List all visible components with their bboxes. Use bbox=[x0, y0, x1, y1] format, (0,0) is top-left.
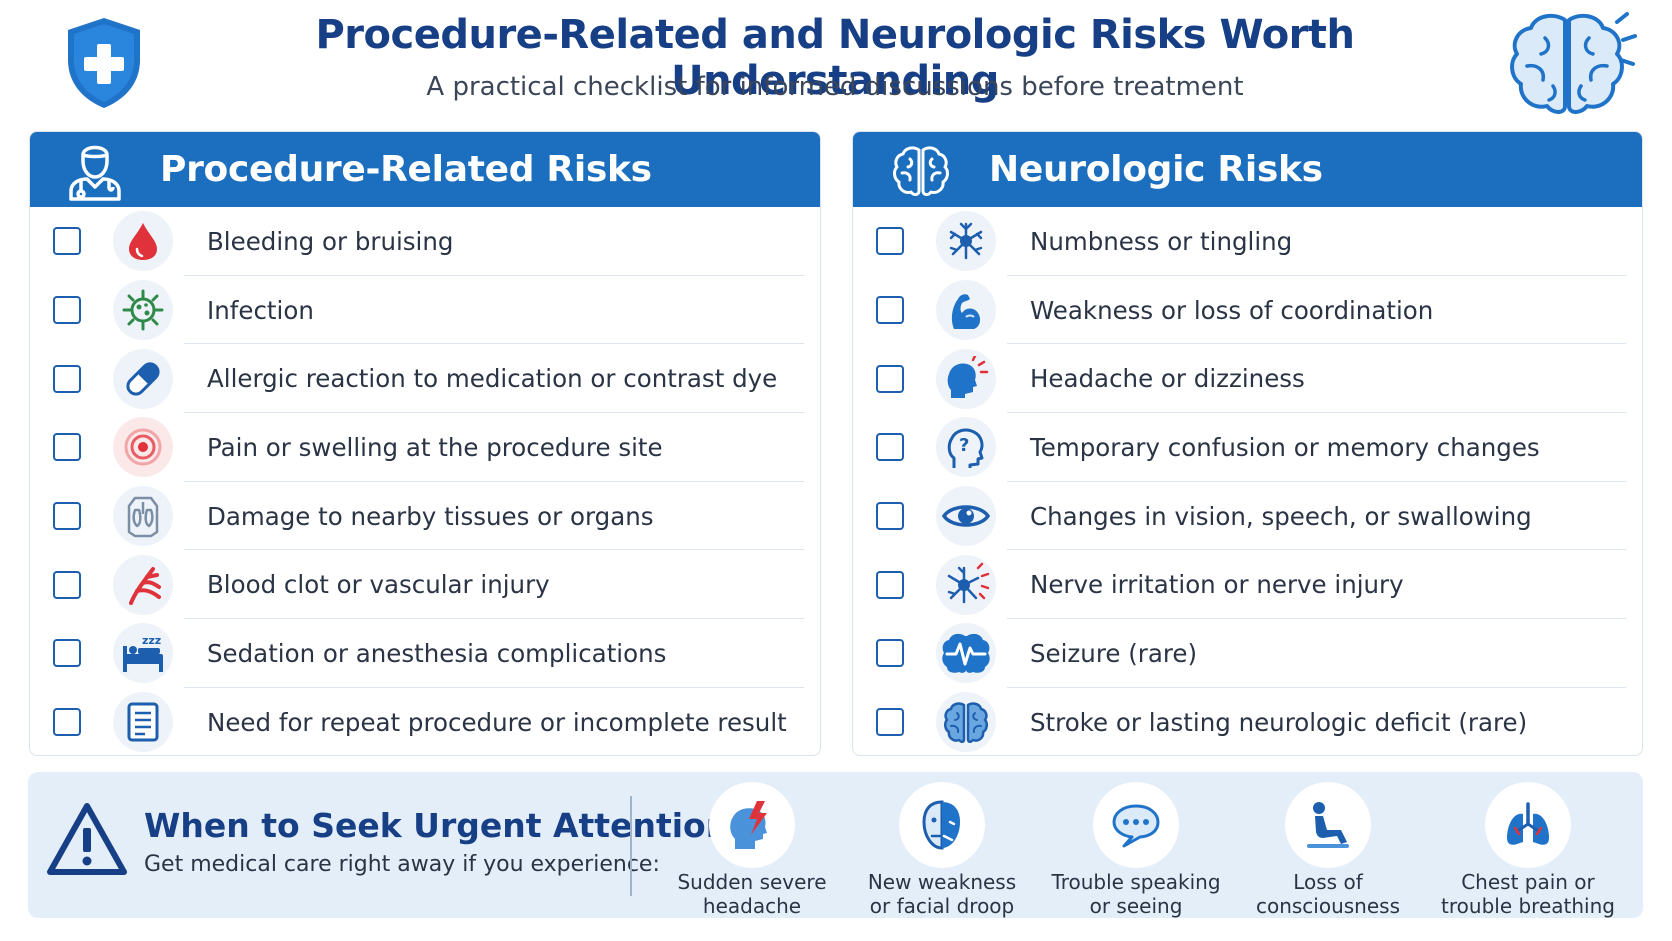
checklist-item: Headache or dizziness bbox=[867, 344, 1626, 413]
checkbox[interactable] bbox=[53, 364, 81, 393]
target-icon bbox=[113, 417, 173, 478]
symptom-label: Sudden severe headache bbox=[677, 870, 827, 918]
symptom-label: Trouble speaking or seeing bbox=[1051, 870, 1221, 918]
lungs-icon bbox=[1485, 782, 1571, 868]
checklist-item: Numbness or tingling bbox=[867, 207, 1626, 276]
warning-icon bbox=[47, 803, 127, 875]
checklist-item: Seizure (rare) bbox=[867, 619, 1626, 688]
brain-wave-icon bbox=[936, 623, 996, 684]
checkbox[interactable] bbox=[53, 296, 81, 325]
symptom-item: Chest pain or trouble breathing bbox=[1428, 782, 1628, 918]
checkbox[interactable] bbox=[53, 639, 81, 668]
checklist-item: zzz Sedation or anesthesia complications bbox=[44, 619, 804, 688]
speech-bubble-icon bbox=[1093, 782, 1179, 868]
symptom-item: Sudden severe headache bbox=[652, 782, 852, 918]
item-label: Seizure (rare) bbox=[1030, 638, 1198, 668]
neuron-icon bbox=[936, 211, 996, 272]
symptom-item: Loss of consciousness bbox=[1228, 782, 1428, 918]
checkbox[interactable] bbox=[53, 433, 81, 462]
fainting-person-icon bbox=[1285, 782, 1371, 868]
item-label: Nerve irritation or nerve injury bbox=[1030, 570, 1404, 600]
item-label: Infection bbox=[207, 295, 314, 325]
checklist-item: Changes in vision, speech, or swallowing bbox=[867, 482, 1626, 551]
symptom-label: Loss of consciousness bbox=[1255, 870, 1401, 918]
arm-muscle-icon bbox=[936, 280, 996, 341]
item-label: Damage to nearby tissues or organs bbox=[207, 501, 654, 531]
neurologic-risks-panel: Neurologic Risks Numbness or tingling We… bbox=[852, 131, 1643, 756]
neurologic-risks-title: Neurologic Risks bbox=[989, 149, 1323, 190]
checklist-item: ? Temporary confusion or memory changes bbox=[867, 413, 1626, 482]
brain-icon bbox=[853, 132, 989, 207]
checklist-item: Need for repeat procedure or incomplete … bbox=[44, 688, 804, 755]
checkbox[interactable] bbox=[53, 708, 81, 737]
eye-icon bbox=[936, 486, 996, 547]
urgent-attention-bar: When to Seek Urgent Attention Get medica… bbox=[28, 772, 1643, 918]
divider bbox=[630, 796, 632, 896]
head-lightning-icon bbox=[709, 782, 795, 868]
checkbox[interactable] bbox=[53, 227, 81, 256]
document-icon bbox=[113, 692, 173, 753]
symptom-label: New weakness or facial droop bbox=[867, 870, 1017, 918]
checklist-item: Infection bbox=[44, 276, 804, 345]
svg-text:?: ? bbox=[959, 435, 969, 456]
checkbox[interactable] bbox=[53, 502, 81, 531]
checkbox[interactable] bbox=[876, 364, 904, 393]
shield-plus-icon bbox=[68, 18, 140, 108]
header: Procedure-Related and Neurologic Risks W… bbox=[0, 0, 1672, 125]
item-label: Temporary confusion or memory changes bbox=[1030, 432, 1540, 462]
checkbox[interactable] bbox=[53, 570, 81, 599]
checkbox[interactable] bbox=[876, 502, 904, 531]
checklist-item: Stroke or lasting neurologic deficit (ra… bbox=[867, 688, 1626, 755]
procedure-risks-title: Procedure-Related Risks bbox=[160, 149, 652, 190]
checkbox[interactable] bbox=[876, 227, 904, 256]
pill-icon bbox=[113, 348, 173, 409]
symptom-item: New weakness or facial droop bbox=[842, 782, 1042, 918]
sleeping-bed-icon: zzz bbox=[113, 623, 173, 684]
page-title: Procedure-Related and Neurologic Risks W… bbox=[315, 12, 1355, 104]
doctor-icon bbox=[30, 132, 160, 207]
head-question-icon: ? bbox=[936, 417, 996, 478]
organs-icon bbox=[113, 486, 173, 547]
checklist-item: Blood clot or vascular injury bbox=[44, 550, 804, 619]
checklist-item: Bleeding or bruising bbox=[44, 207, 804, 276]
checkbox[interactable] bbox=[876, 708, 904, 737]
procedure-risks-panel: Procedure-Related Risks Bleeding or brui… bbox=[29, 131, 821, 756]
checkbox[interactable] bbox=[876, 570, 904, 599]
item-label: Weakness or loss of coordination bbox=[1030, 295, 1434, 325]
checkbox[interactable] bbox=[876, 433, 904, 462]
item-label: Sedation or anesthesia complications bbox=[207, 638, 667, 668]
checklist-item: Pain or swelling at the procedure site bbox=[44, 413, 804, 482]
item-label: Need for repeat procedure or incomplete … bbox=[207, 707, 787, 737]
germ-icon bbox=[113, 280, 173, 341]
page-subtitle: A practical checklist for informed discu… bbox=[426, 72, 1244, 102]
symptom-label: Chest pain or trouble breathing bbox=[1441, 870, 1615, 918]
symptom-item: Trouble speaking or seeing bbox=[1036, 782, 1236, 918]
nerve-spark-icon bbox=[936, 554, 996, 615]
urgent-subtitle: Get medical care right away if you exper… bbox=[144, 852, 660, 877]
head-ache-icon bbox=[936, 348, 996, 409]
item-label: Blood clot or vascular injury bbox=[207, 570, 550, 600]
brain-icon bbox=[1510, 12, 1637, 114]
item-label: Stroke or lasting neurologic deficit (ra… bbox=[1030, 707, 1528, 737]
face-droop-icon bbox=[899, 782, 985, 868]
item-label: Allergic reaction to medication or contr… bbox=[207, 364, 778, 394]
checklist-item: Damage to nearby tissues or organs bbox=[44, 482, 804, 551]
urgent-title: When to Seek Urgent Attention bbox=[144, 806, 730, 845]
neurologic-risks-header: Neurologic Risks bbox=[853, 132, 1642, 207]
item-label: Bleeding or bruising bbox=[207, 226, 454, 256]
item-label: Pain or swelling at the procedure site bbox=[207, 432, 663, 462]
svg-text:zzz: zzz bbox=[142, 634, 161, 647]
checklist-item: Nerve irritation or nerve injury bbox=[867, 550, 1626, 619]
checkbox[interactable] bbox=[876, 639, 904, 668]
item-label: Numbness or tingling bbox=[1030, 226, 1293, 256]
blood-drop-icon bbox=[113, 211, 173, 272]
checkbox[interactable] bbox=[876, 296, 904, 325]
checklist-item: Allergic reaction to medication or contr… bbox=[44, 344, 804, 413]
blood-vessel-icon bbox=[113, 554, 173, 615]
procedure-risks-header: Procedure-Related Risks bbox=[30, 132, 820, 207]
item-label: Changes in vision, speech, or swallowing bbox=[1030, 501, 1532, 531]
checklist-item: Weakness or loss of coordination bbox=[867, 276, 1626, 345]
item-label: Headache or dizziness bbox=[1030, 364, 1305, 394]
brain-icon bbox=[936, 692, 996, 753]
